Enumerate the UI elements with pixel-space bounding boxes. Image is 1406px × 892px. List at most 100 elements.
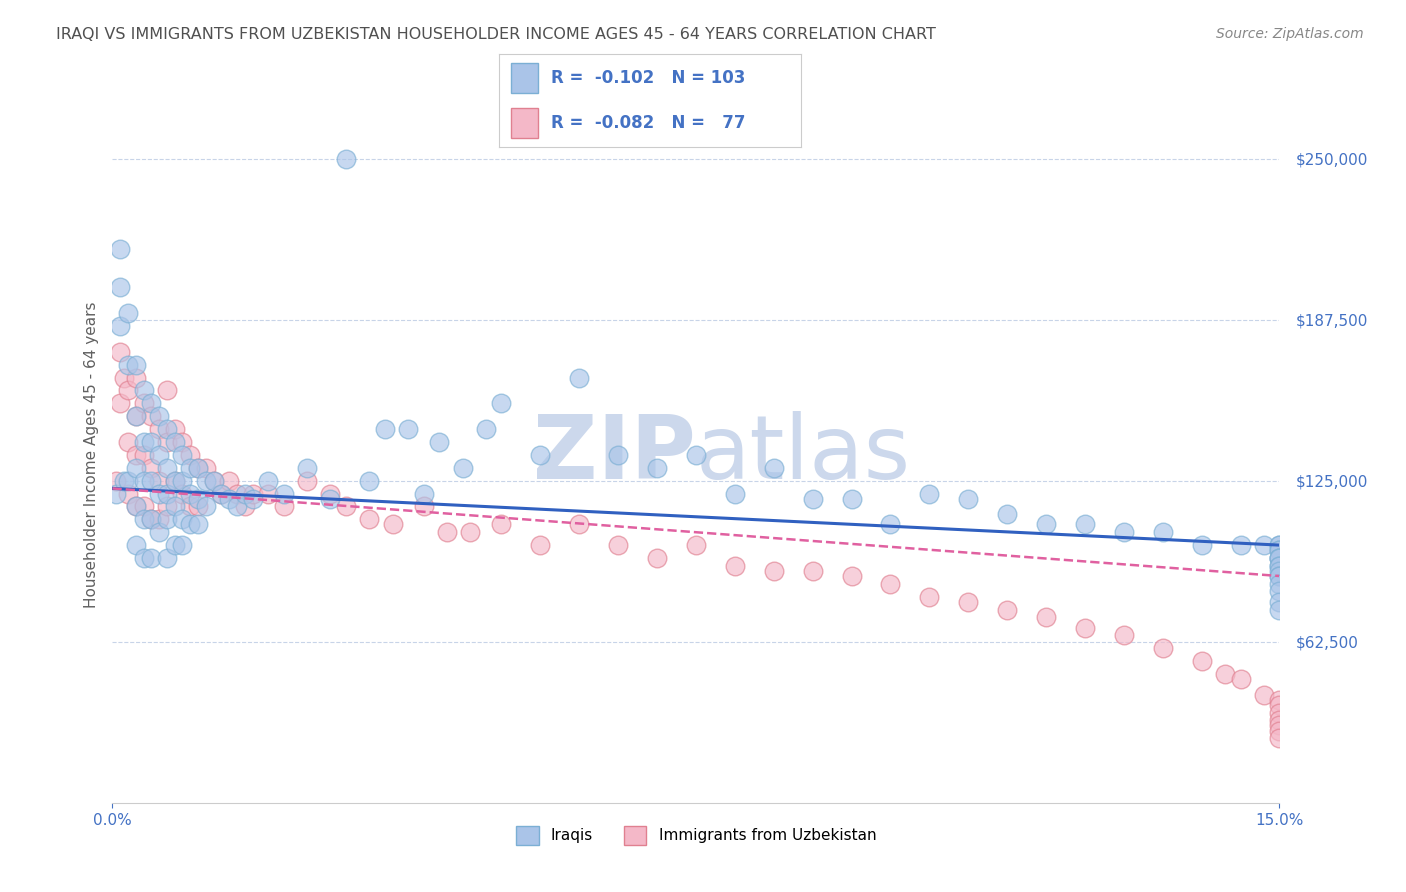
Point — [125, 500, 148, 514]
Point — [645, 551, 668, 566]
Point — [257, 486, 280, 500]
Legend: Iraqis, Immigrants from Uzbekistan: Iraqis, Immigrants from Uzbekistan — [509, 820, 883, 851]
Point — [125, 448, 148, 462]
Point — [148, 409, 170, 424]
Point — [163, 474, 186, 488]
Point — [918, 486, 941, 500]
Point — [1229, 672, 1251, 686]
Point — [172, 538, 194, 552]
Point — [319, 486, 342, 500]
Point — [1268, 718, 1291, 732]
Point — [957, 491, 980, 506]
Point — [801, 491, 824, 506]
Point — [685, 448, 707, 462]
Point — [218, 474, 240, 488]
Point — [841, 491, 863, 506]
Point — [1268, 551, 1291, 566]
Point — [381, 517, 404, 532]
Point — [117, 358, 139, 372]
Point — [163, 538, 186, 552]
Point — [1268, 551, 1291, 566]
Point — [918, 590, 941, 604]
Point — [257, 474, 280, 488]
Text: R =  -0.082   N =   77: R = -0.082 N = 77 — [551, 114, 745, 132]
Point — [1268, 692, 1291, 706]
Point — [1268, 595, 1291, 609]
Point — [1229, 538, 1251, 552]
Point — [172, 435, 194, 450]
Point — [1191, 538, 1213, 552]
Point — [179, 460, 201, 475]
Point — [841, 569, 863, 583]
Point — [112, 474, 135, 488]
Point — [141, 474, 163, 488]
Point — [187, 517, 209, 532]
Point — [117, 306, 139, 320]
Text: IRAQI VS IMMIGRANTS FROM UZBEKISTAN HOUSEHOLDER INCOME AGES 45 - 64 YEARS CORREL: IRAQI VS IMMIGRANTS FROM UZBEKISTAN HOUS… — [56, 27, 936, 42]
Point — [1268, 569, 1291, 583]
Point — [226, 486, 249, 500]
Point — [374, 422, 396, 436]
Point — [1268, 602, 1291, 616]
Point — [148, 525, 170, 540]
Point — [202, 474, 225, 488]
Point — [125, 500, 148, 514]
Point — [995, 507, 1018, 521]
Point — [1268, 551, 1291, 566]
Point — [117, 474, 139, 488]
Point — [1253, 688, 1275, 702]
Bar — [512, 63, 538, 93]
Point — [451, 460, 474, 475]
Point — [607, 538, 630, 552]
Point — [110, 242, 132, 256]
Point — [475, 422, 498, 436]
Point — [141, 512, 163, 526]
Bar — [512, 108, 538, 138]
Point — [295, 474, 318, 488]
Point — [209, 486, 232, 500]
Point — [187, 491, 209, 506]
Point — [125, 409, 148, 424]
Point — [607, 448, 630, 462]
Text: ZIP: ZIP — [533, 411, 696, 499]
Point — [242, 486, 264, 500]
Point — [529, 538, 551, 552]
Point — [156, 422, 179, 436]
Point — [141, 396, 163, 410]
Point — [460, 525, 482, 540]
Point — [163, 435, 186, 450]
Point — [1253, 538, 1275, 552]
Point — [172, 486, 194, 500]
Point — [141, 512, 163, 526]
Point — [112, 370, 135, 384]
Point — [1268, 538, 1291, 552]
Point — [1268, 538, 1291, 552]
Point — [1035, 610, 1057, 624]
Point — [156, 551, 179, 566]
Point — [125, 538, 148, 552]
Point — [1268, 543, 1291, 558]
Point — [233, 500, 256, 514]
Point — [568, 370, 591, 384]
Point — [179, 517, 201, 532]
Point — [156, 500, 179, 514]
Point — [1268, 564, 1291, 578]
Point — [194, 474, 217, 488]
Point — [335, 500, 357, 514]
Point — [110, 396, 132, 410]
Point — [117, 486, 139, 500]
Point — [1152, 525, 1174, 540]
Text: Source: ZipAtlas.com: Source: ZipAtlas.com — [1216, 27, 1364, 41]
Point — [724, 558, 747, 573]
Point — [491, 396, 513, 410]
Point — [1152, 641, 1174, 656]
Point — [1268, 731, 1291, 746]
Point — [125, 370, 148, 384]
Text: R =  -0.102   N = 103: R = -0.102 N = 103 — [551, 69, 745, 87]
Point — [1112, 525, 1135, 540]
Point — [202, 474, 225, 488]
Point — [801, 564, 824, 578]
Point — [179, 500, 201, 514]
Point — [209, 486, 232, 500]
Point — [163, 500, 186, 514]
